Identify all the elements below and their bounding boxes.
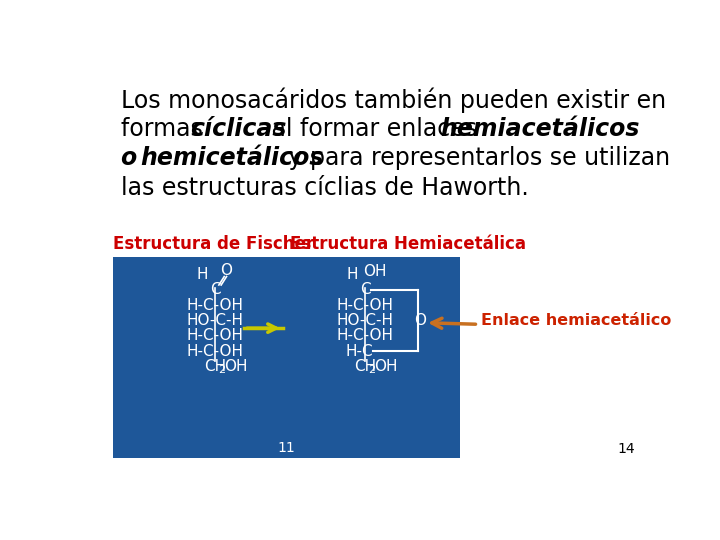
Text: o: o xyxy=(121,146,145,171)
Text: cíclicas: cíclicas xyxy=(190,117,287,141)
Text: CH: CH xyxy=(354,359,377,374)
Text: CH: CH xyxy=(204,359,226,374)
Text: OH: OH xyxy=(363,264,386,279)
Text: H-C-OH: H-C-OH xyxy=(337,298,394,313)
Text: H-C-OH: H-C-OH xyxy=(186,328,243,343)
Text: O: O xyxy=(220,263,233,278)
Text: HO-C-H: HO-C-H xyxy=(337,313,394,328)
Bar xyxy=(113,257,460,457)
Text: OH: OH xyxy=(374,359,398,374)
Text: Estructura de Fischer: Estructura de Fischer xyxy=(113,235,315,253)
Text: OH: OH xyxy=(224,359,248,374)
Text: H-C-OH: H-C-OH xyxy=(337,328,394,343)
Text: H-C-OH: H-C-OH xyxy=(186,298,243,313)
Text: C: C xyxy=(360,282,371,297)
Text: formas: formas xyxy=(121,117,210,141)
Text: HO-C-H: HO-C-H xyxy=(186,313,243,328)
Text: las estructuras cíclias de Haworth.: las estructuras cíclias de Haworth. xyxy=(121,176,528,200)
Text: O: O xyxy=(415,313,426,328)
Text: H: H xyxy=(346,267,358,282)
Text: hemicetálicos: hemicetálicos xyxy=(140,146,323,171)
Text: 14: 14 xyxy=(617,442,634,456)
Text: Estructura Hemiacetálica: Estructura Hemiacetálica xyxy=(290,235,526,253)
Text: al formar enlaces: al formar enlaces xyxy=(264,117,492,141)
Text: H-C-OH: H-C-OH xyxy=(186,344,243,359)
Text: Enlace hemiacetálico: Enlace hemiacetálico xyxy=(481,313,671,328)
Text: 11: 11 xyxy=(278,441,295,455)
Text: H-C: H-C xyxy=(345,344,373,359)
Text: y para representarlos se utilizan: y para representarlos se utilizan xyxy=(282,146,670,171)
Text: 2: 2 xyxy=(218,364,225,375)
Text: 2: 2 xyxy=(368,364,375,375)
Text: hemiacetálicos: hemiacetálicos xyxy=(440,117,639,141)
Text: H: H xyxy=(196,267,207,282)
Text: Los monosacáridos también pueden existir en: Los monosacáridos también pueden existir… xyxy=(121,88,666,113)
Text: C: C xyxy=(210,282,220,297)
